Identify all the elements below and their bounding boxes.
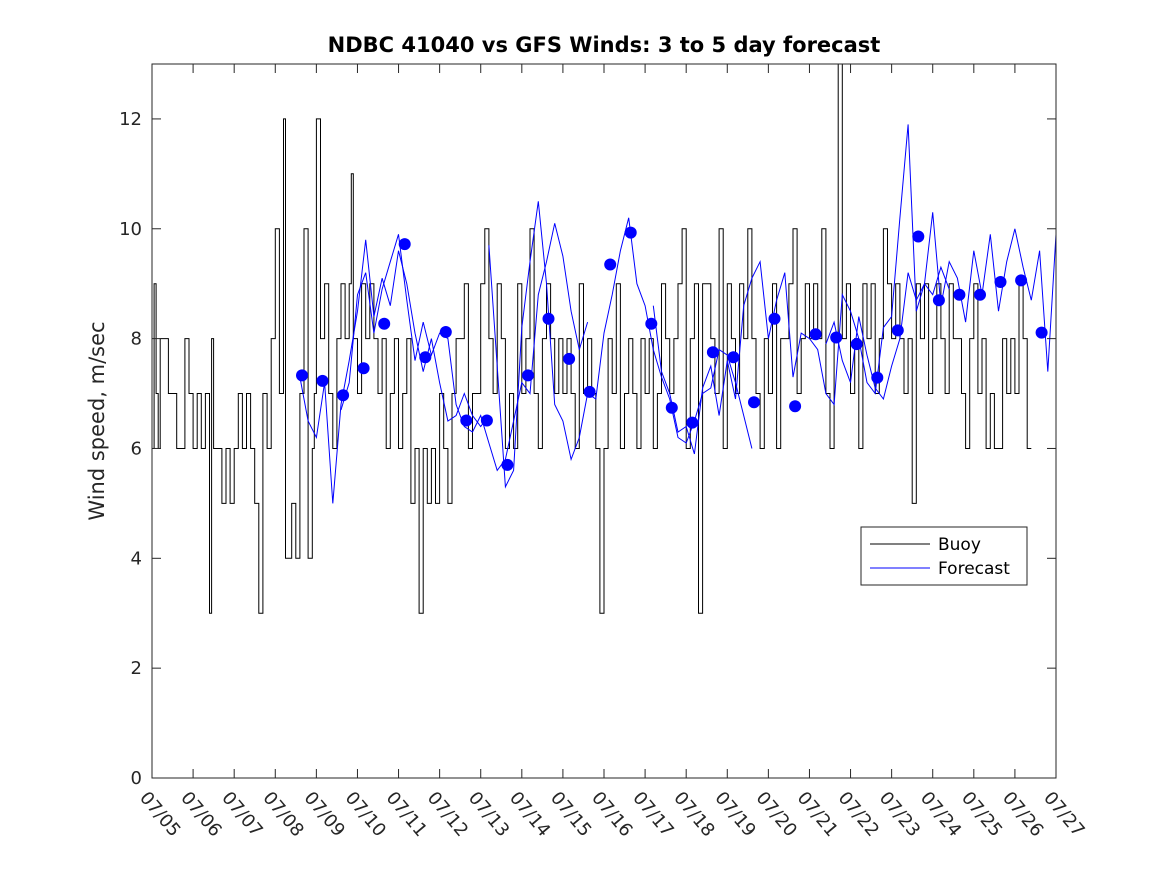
x-tick-label: 07/24 [916, 788, 965, 841]
x-tick-label: 07/14 [505, 788, 554, 841]
forecast-point [1035, 326, 1048, 339]
forecast-point [665, 401, 678, 414]
legend: Buoy Forecast [860, 526, 1028, 586]
y-tick-label: 0 [131, 768, 142, 789]
y-axis-label: Wind speed, m/sec [85, 321, 109, 520]
y-tick-label: 4 [131, 548, 142, 569]
forecast-point [727, 351, 740, 364]
forecast-point [974, 288, 986, 301]
forecast-point [439, 326, 452, 338]
forecast-point [891, 324, 904, 337]
forecast-point [337, 389, 350, 402]
forecast-run-line-4 [652, 124, 950, 455]
x-tick-label: 07/23 [875, 788, 924, 841]
forecast-run-line-3 [488, 201, 753, 489]
forecast-point [645, 317, 658, 330]
forecast-point [912, 230, 925, 243]
x-tick-label: 07/17 [628, 788, 677, 841]
x-tick-label: 07/09 [300, 788, 349, 841]
legend-buoy-label: Buoy [938, 535, 981, 555]
x-tick-label: 07/16 [587, 788, 636, 841]
y-tick-label: 8 [131, 329, 142, 350]
x-tick-label: 07/19 [710, 788, 759, 841]
x-tick-label: 07/12 [423, 788, 472, 841]
forecast-point [378, 317, 391, 330]
x-tick-label: 07/26 [998, 788, 1047, 841]
forecast-point [460, 414, 473, 427]
forecast-point [768, 312, 781, 325]
x-tick-label: 07/07 [217, 788, 266, 841]
forecast-point [953, 288, 966, 301]
forecast-run-line-2 [340, 223, 589, 472]
chart-title: NDBC 41040 vs GFS Winds: 3 to 5 day fore… [328, 33, 881, 57]
forecast-point [522, 369, 534, 382]
forecast-point [1015, 274, 1028, 287]
y-tick-label: 12 [119, 109, 142, 130]
x-tick-label: 07/15 [546, 788, 595, 841]
forecast-point [604, 258, 617, 271]
axes-box [151, 63, 1057, 779]
x-tick-label: 07/20 [752, 788, 801, 841]
y-tick-label: 10 [119, 219, 142, 240]
forecast-point [789, 400, 802, 413]
forecast-run-line-1 [299, 239, 490, 504]
x-tick-label: 07/27 [1039, 788, 1088, 841]
x-tick-label: 07/18 [669, 788, 718, 841]
forecast-point [871, 371, 884, 384]
x-tick-label: 07/13 [464, 788, 513, 841]
forecast-point [583, 385, 596, 398]
forecast-point [748, 396, 760, 409]
forecast-point [398, 238, 411, 251]
forecast-point [357, 362, 370, 375]
plot-area [152, 63, 1057, 614]
forecast-point [480, 414, 493, 427]
x-tick-label: 07/08 [258, 788, 307, 841]
y-tick-label: 2 [131, 658, 142, 679]
forecast-point [542, 312, 555, 325]
forecast-point [501, 458, 514, 471]
forecast-point [686, 416, 699, 429]
x-tick-label: 07/11 [382, 788, 431, 841]
forecast-point [850, 338, 863, 351]
x-tick-label: 07/25 [957, 788, 1006, 841]
forecast-point [296, 369, 308, 382]
legend-forecast-label: Forecast [938, 559, 1010, 579]
x-tick-label: 07/06 [176, 788, 225, 841]
x-tick-label: 07/21 [793, 788, 842, 841]
x-tick-label: 07/22 [834, 788, 883, 841]
forecast-point [809, 328, 822, 341]
forecast-point [563, 352, 576, 365]
x-tick-label: 07/05 [135, 788, 184, 841]
legend-box [860, 526, 1028, 586]
forecast-point [706, 346, 719, 359]
forecast-point [932, 294, 945, 307]
forecast-point [830, 331, 843, 344]
x-tick-label: 07/10 [341, 788, 390, 841]
y-tick-label: 6 [131, 438, 142, 459]
forecast-point [994, 276, 1007, 288]
forecast-point [419, 351, 432, 364]
forecast-point [316, 374, 329, 387]
forecast-point [624, 226, 637, 239]
